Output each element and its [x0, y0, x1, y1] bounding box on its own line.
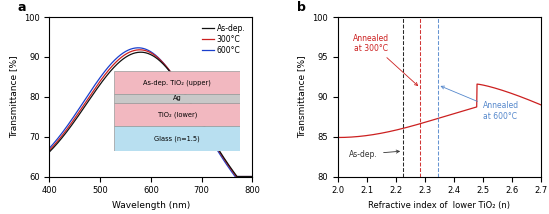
As-dep.	[249, 175, 256, 178]
600°C	[199, 124, 206, 127]
Line: 300°C: 300°C	[49, 50, 253, 177]
300°C	[249, 175, 256, 178]
Text: As-dep.: As-dep.	[349, 150, 399, 159]
As-dep.	[98, 81, 105, 84]
Y-axis label: Transmittance [%]: Transmittance [%]	[298, 55, 307, 138]
600°C	[138, 47, 145, 49]
300°C	[82, 101, 88, 104]
X-axis label: Wavelength (nm): Wavelength (nm)	[112, 201, 190, 210]
600°C	[232, 175, 238, 178]
600°C	[46, 147, 53, 150]
600°C	[182, 94, 189, 97]
300°C	[138, 49, 145, 51]
Legend: As-dep., 300°C, 600°C: As-dep., 300°C, 600°C	[199, 21, 249, 58]
Text: a: a	[18, 1, 26, 14]
300°C	[233, 175, 240, 178]
As-dep.	[182, 93, 189, 95]
As-dep.	[138, 51, 144, 54]
Line: As-dep.: As-dep.	[49, 52, 253, 177]
600°C	[98, 74, 105, 77]
600°C	[135, 46, 142, 49]
300°C	[137, 49, 143, 51]
As-dep.	[166, 70, 173, 72]
600°C	[249, 175, 256, 178]
600°C	[166, 69, 173, 72]
300°C	[166, 69, 173, 71]
300°C	[98, 78, 105, 80]
Text: b: b	[297, 1, 306, 14]
As-dep.	[234, 175, 240, 178]
600°C	[82, 98, 88, 101]
X-axis label: Refractive index of  lower TiO₂ (n): Refractive index of lower TiO₂ (n)	[368, 201, 510, 210]
As-dep.	[138, 51, 145, 54]
Y-axis label: Transmittance [%]: Transmittance [%]	[9, 55, 18, 138]
Line: 600°C: 600°C	[49, 48, 253, 177]
As-dep.	[199, 122, 206, 125]
300°C	[46, 149, 53, 152]
300°C	[182, 93, 189, 95]
Text: Annealed
at 600°C: Annealed at 600°C	[441, 86, 519, 121]
Text: Annealed
at 300°C: Annealed at 300°C	[353, 34, 418, 86]
As-dep.	[82, 104, 88, 107]
As-dep.	[46, 151, 53, 153]
300°C	[199, 122, 206, 125]
